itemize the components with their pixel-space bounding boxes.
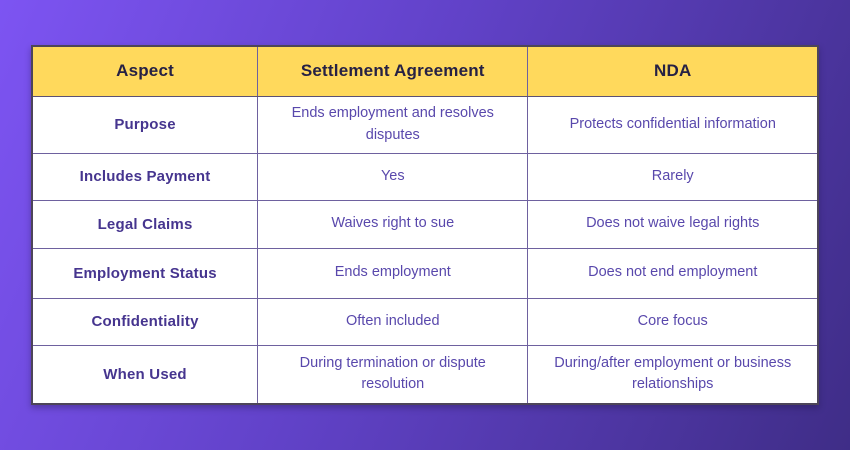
comparison-table: Aspect Settlement Agreement NDA Purpose … xyxy=(31,45,819,405)
nda-value: Does not waive legal rights xyxy=(527,199,819,249)
aspect-label: When Used xyxy=(31,344,259,405)
table-row: Includes Payment Yes Rarely xyxy=(31,152,819,201)
settlement-value: Often included xyxy=(257,297,529,346)
settlement-value: Ends employment xyxy=(257,247,529,299)
aspect-label: Includes Payment xyxy=(31,152,259,201)
nda-value: Protects confidential information xyxy=(527,95,819,154)
settlement-value: Waives right to sue xyxy=(257,199,529,249)
nda-value: Core focus xyxy=(527,297,819,346)
table-row: Employment Status Ends employment Does n… xyxy=(31,247,819,299)
nda-value: During/after employment or business rela… xyxy=(527,344,819,405)
table-header-row: Aspect Settlement Agreement NDA xyxy=(31,45,819,97)
aspect-label: Employment Status xyxy=(31,247,259,299)
nda-value: Rarely xyxy=(527,152,819,201)
table-row: Confidentiality Often included Core focu… xyxy=(31,297,819,346)
header-nda: NDA xyxy=(527,45,819,97)
aspect-label: Confidentiality xyxy=(31,297,259,346)
table-row: Legal Claims Waives right to sue Does no… xyxy=(31,199,819,249)
settlement-value: During termination or dispute resolution xyxy=(257,344,529,405)
table-row: When Used During termination or dispute … xyxy=(31,344,819,405)
nda-value: Does not end employment xyxy=(527,247,819,299)
settlement-value: Yes xyxy=(257,152,529,201)
header-aspect: Aspect xyxy=(31,45,259,97)
table-row: Purpose Ends employment and resolves dis… xyxy=(31,95,819,154)
settlement-value: Ends employment and resolves disputes xyxy=(257,95,529,154)
header-settlement-agreement: Settlement Agreement xyxy=(257,45,529,97)
aspect-label: Purpose xyxy=(31,95,259,154)
aspect-label: Legal Claims xyxy=(31,199,259,249)
